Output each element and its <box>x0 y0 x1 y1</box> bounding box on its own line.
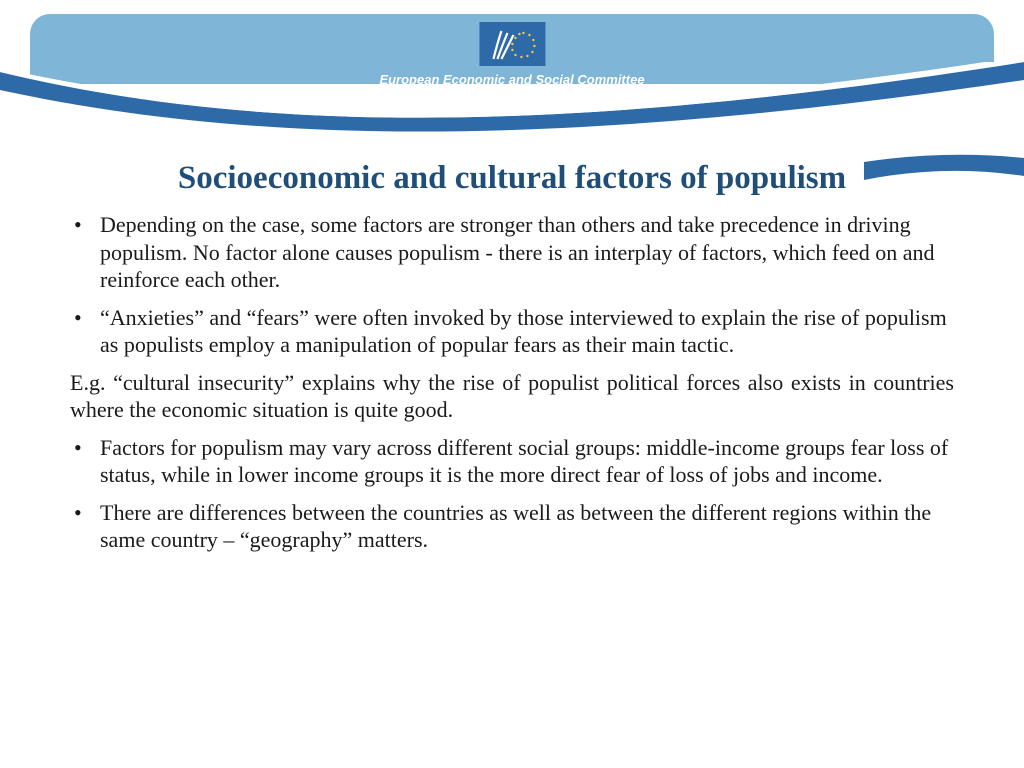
header-banner: European Economic and Social Committee <box>0 0 1024 130</box>
bullet-item: There are differences between the countr… <box>70 499 954 554</box>
body-paragraph: E.g. “cultural insecurity” explains why … <box>70 369 954 424</box>
banner-swoosh-right <box>864 150 1024 190</box>
org-name: European Economic and Social Committee <box>379 72 644 87</box>
bullet-list-2: Factors for populism may vary across dif… <box>70 434 954 554</box>
bullet-list-1: Depending on the case, some factors are … <box>70 211 954 359</box>
bullet-item: “Anxieties” and “fears” were often invok… <box>70 304 954 359</box>
bullet-item: Depending on the case, some factors are … <box>70 211 954 294</box>
bullet-item: Factors for populism may vary across dif… <box>70 434 954 489</box>
eesc-logo-icon <box>479 22 545 66</box>
logo-block: European Economic and Social Committee <box>379 22 644 87</box>
slide-body: Depending on the case, some factors are … <box>0 197 1024 554</box>
